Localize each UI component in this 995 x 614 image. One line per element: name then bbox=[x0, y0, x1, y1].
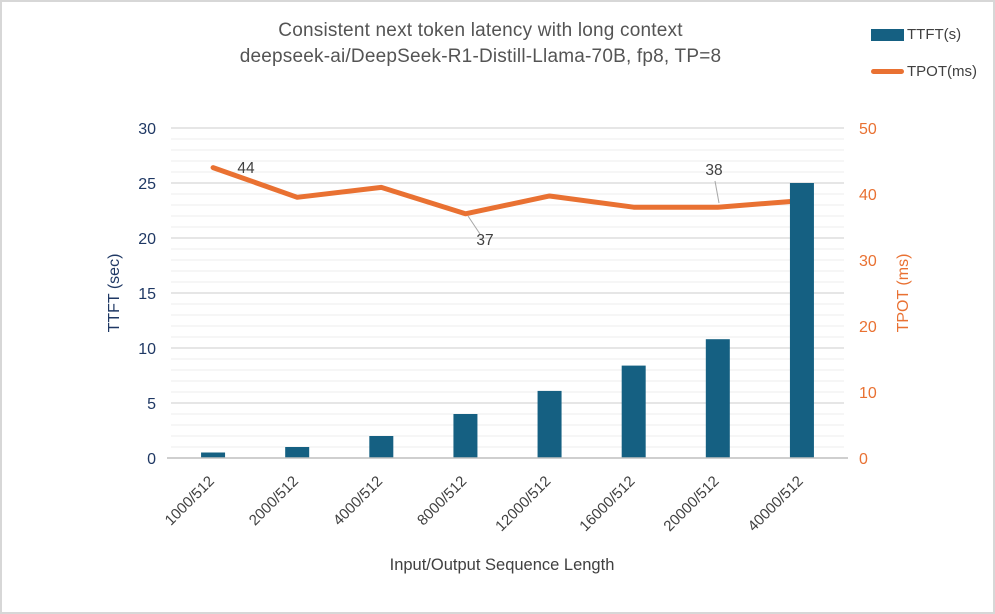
ttft-bar bbox=[537, 390, 562, 458]
ttft-bar bbox=[453, 414, 478, 458]
chart-title-line2: deepseek-ai/DeepSeek-R1-Distill-Llama-70… bbox=[239, 46, 722, 67]
chart-title-line1: Consistent next token latency with long … bbox=[278, 20, 683, 41]
tpot-line-series bbox=[210, 165, 805, 217]
data-label-leader-line bbox=[714, 180, 720, 204]
left-axis-tick-label: 25 bbox=[138, 176, 156, 193]
left-axis-tick-label: 30 bbox=[138, 121, 156, 138]
left-axis-tick-label: 10 bbox=[138, 341, 156, 358]
ttft-bar bbox=[705, 339, 730, 458]
left-axis-title: TTFT (sec) bbox=[106, 254, 123, 333]
legend-item-tpot: TPOT(ms) bbox=[871, 63, 977, 80]
category-label: 1000/512 bbox=[162, 473, 218, 529]
category-label: 20000/512 bbox=[660, 473, 722, 535]
category-label: 40000/512 bbox=[745, 473, 807, 535]
right-axis-tick-label: 20 bbox=[859, 319, 877, 336]
category-label: 8000/512 bbox=[414, 473, 470, 529]
ttft-bar bbox=[369, 436, 394, 458]
right-axis-tick-label: 40 bbox=[859, 187, 877, 204]
data-label: 44 bbox=[237, 160, 255, 177]
legend-item-ttft: TTFT(s) bbox=[871, 26, 977, 43]
ttft-bar-swatch bbox=[871, 28, 905, 41]
ttft-bar bbox=[789, 183, 814, 458]
x-axis-title: Input/Output Sequence Length bbox=[390, 556, 615, 574]
data-label-leader-line bbox=[467, 215, 481, 235]
category-label: 12000/512 bbox=[492, 473, 554, 535]
category-label: 16000/512 bbox=[576, 473, 638, 535]
ttft-bar bbox=[285, 447, 310, 458]
legend-label-tpot: TPOT(ms) bbox=[907, 63, 977, 80]
category-label: 4000/512 bbox=[330, 473, 386, 529]
ttft-bar bbox=[201, 452, 226, 458]
legend: TTFT(s) TPOT(ms) bbox=[871, 26, 977, 80]
left-axis-tick-label: 5 bbox=[147, 396, 156, 413]
tpot-line-swatch bbox=[871, 69, 905, 74]
right-axis-tick-label: 50 bbox=[859, 121, 877, 138]
category-label: 2000/512 bbox=[246, 473, 302, 529]
right-axis-tick-label: 10 bbox=[859, 385, 877, 402]
right-axis-tick-label: 30 bbox=[859, 253, 877, 270]
right-axis-title: TPOT (ms) bbox=[895, 254, 912, 333]
left-axis-tick-label: 0 bbox=[147, 451, 156, 468]
data-label: 38 bbox=[705, 162, 722, 179]
chart-title: Consistent next token latency with long … bbox=[2, 18, 959, 70]
legend-label-ttft: TTFT(s) bbox=[907, 26, 962, 43]
data-label: 37 bbox=[476, 232, 493, 249]
left-axis-tick-label: 15 bbox=[138, 286, 156, 303]
ttft-bar bbox=[621, 365, 646, 458]
right-axis-tick-label: 0 bbox=[859, 451, 868, 468]
left-axis-tick-label: 20 bbox=[138, 231, 156, 248]
